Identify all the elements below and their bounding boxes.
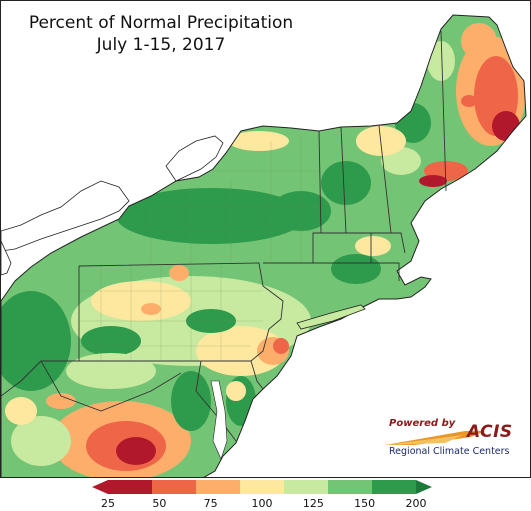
legend-tick-label: 75 [203, 497, 218, 510]
legend-swatch [372, 480, 416, 494]
precipitation-fill [1, 23, 526, 477]
legend-swatch [328, 480, 372, 494]
county-lines [79, 136, 319, 361]
legend-swatch [152, 480, 196, 494]
chesapeake-bay [210, 380, 228, 460]
legend-swatch [284, 480, 328, 494]
color-legend [92, 480, 432, 494]
land-base [1, 15, 526, 477]
logo-subtitle: Regional Climate Centers [389, 446, 510, 457]
legend-swatch [108, 480, 152, 494]
great-lakes [1, 135, 224, 276]
map-title: Percent of Normal Precipitation [28, 13, 294, 33]
legend-swatch [240, 480, 284, 494]
map-subtitle: July 1-15, 2017 [96, 35, 226, 55]
legend-arrow-high [416, 480, 432, 494]
long-island [296, 304, 366, 330]
legend-arrow-low [92, 480, 108, 494]
legend-tick-label: 150 [354, 497, 376, 510]
precipitation-map: Percent of Normal Precipitation July 1-1… [0, 0, 531, 478]
legend-swatch [196, 480, 240, 494]
legend-tick-label: 50 [152, 497, 167, 510]
acis-logo: Powered by ACIS Regional Climate Centers [385, 415, 515, 459]
logo-acis-text: ACIS [467, 422, 513, 442]
state-borders [1, 30, 447, 442]
map-canvas [1, 14, 527, 477]
legend-tick-label: 200 [405, 497, 427, 510]
logo-swoosh-icon [385, 431, 485, 445]
legend-tick-label: 100 [251, 497, 273, 510]
legend-tick-label: 125 [302, 497, 324, 510]
logo-powered-by: Powered by [389, 418, 456, 429]
legend-tick-label: 25 [101, 497, 115, 510]
coastline [1, 14, 527, 477]
